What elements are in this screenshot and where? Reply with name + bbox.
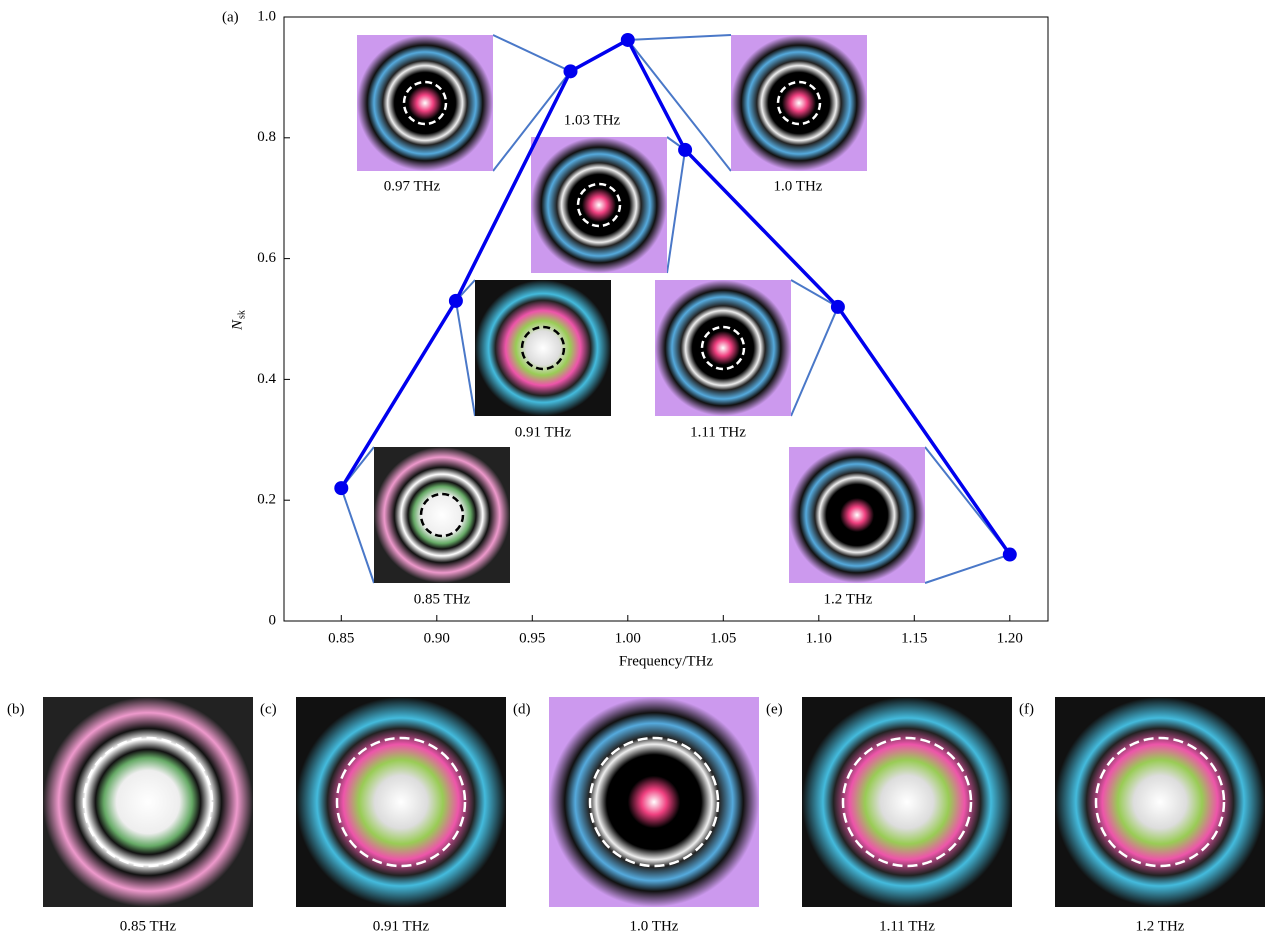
data-point <box>678 143 692 157</box>
x-tick-label: 0.95 <box>519 630 545 646</box>
x-axis-label: Frequency/THz <box>619 653 713 669</box>
data-point <box>831 300 845 314</box>
data-point <box>564 64 578 78</box>
inset-image <box>655 280 791 416</box>
y-tick-label: 0.2 <box>257 492 276 508</box>
y-tick-label: 0.8 <box>257 129 276 145</box>
panel-label: 1.11 THz <box>879 918 935 934</box>
data-point <box>621 33 635 47</box>
panel-label: (a) <box>222 9 239 25</box>
figure: 0.85 THz 0.91 THz 0.97 THz 1.0 THz 1.03 THz 1… <box>0 0 1269 937</box>
inset-image <box>531 137 667 273</box>
inset-label: 1.03 THz <box>564 112 621 128</box>
x-tick-label: 1.00 <box>615 630 641 646</box>
x-tick-label: 1.05 <box>710 630 736 646</box>
inset-label: 0.85 THz <box>414 591 471 607</box>
inset-image <box>789 447 925 583</box>
panel-image <box>549 697 759 907</box>
x-tick-label: 0.90 <box>424 630 450 646</box>
x-tick-label: 1.10 <box>806 630 832 646</box>
panel-image <box>802 697 1012 907</box>
y-tick-label: 0.4 <box>257 371 276 387</box>
panel-image <box>296 697 506 907</box>
y-tick-label: 1.0 <box>257 8 276 24</box>
x-tick-label: 1.15 <box>901 630 927 646</box>
panel-label: 1.0 THz <box>630 918 679 934</box>
inset-image <box>374 447 510 583</box>
panel-tag: (b) <box>7 701 25 717</box>
inset-connector <box>667 137 685 273</box>
panel-tag: (f) <box>1019 701 1034 717</box>
inset-connector <box>925 447 1010 583</box>
panel-tag: (e) <box>766 701 783 717</box>
inset-label: 1.0 THz <box>774 178 823 194</box>
inset-image <box>475 280 611 416</box>
x-tick-label: 0.85 <box>328 630 354 646</box>
panel-image <box>1055 697 1265 907</box>
y-axis-label: N sk <box>229 310 247 331</box>
inset-label: 0.91 THz <box>515 424 572 440</box>
bottom-panels: (b) 0.85 THz (c) 0.91 THz (d) 1.0 THz (e) 1.11 … <box>7 697 1265 934</box>
panel-tag: (d) <box>513 701 531 717</box>
y-tick-label: 0 <box>269 612 277 628</box>
inset-image <box>357 35 493 171</box>
inset-label: 1.2 THz <box>824 591 873 607</box>
x-tick-label: 1.20 <box>997 630 1023 646</box>
panel-label: 0.85 THz <box>120 918 177 934</box>
panel-label: 0.91 THz <box>373 918 430 934</box>
panel-tag: (c) <box>260 701 277 717</box>
inset-connector <box>341 447 374 583</box>
panel-image <box>43 697 253 907</box>
data-point <box>1003 548 1017 562</box>
y-axis-label-sub: sk <box>236 310 247 319</box>
data-point <box>449 294 463 308</box>
data-point <box>334 481 348 495</box>
y-tick-label: 0.6 <box>257 250 276 266</box>
panel-label: 1.2 THz <box>1136 918 1185 934</box>
inset-label: 1.11 THz <box>690 424 746 440</box>
inset-image <box>731 35 867 171</box>
inset-label: 0.97 THz <box>384 178 441 194</box>
y-axis-label-main: N <box>229 319 245 331</box>
